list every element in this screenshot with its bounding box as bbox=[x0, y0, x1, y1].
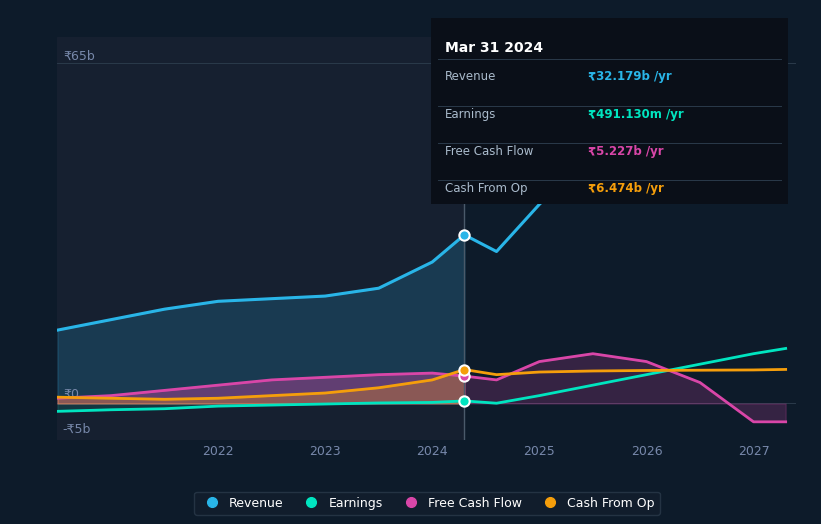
Legend: Revenue, Earnings, Free Cash Flow, Cash From Op: Revenue, Earnings, Free Cash Flow, Cash … bbox=[195, 492, 659, 515]
Text: ₹5.227b /yr: ₹5.227b /yr bbox=[588, 145, 664, 158]
Text: ₹0: ₹0 bbox=[63, 388, 79, 401]
Point bbox=[458, 365, 471, 374]
Text: ₹6.474b /yr: ₹6.474b /yr bbox=[588, 182, 664, 195]
Text: ₹32.179b /yr: ₹32.179b /yr bbox=[588, 70, 672, 83]
Text: Past: Past bbox=[433, 84, 459, 97]
Point bbox=[458, 231, 471, 239]
Text: Revenue: Revenue bbox=[445, 70, 497, 83]
Text: Free Cash Flow: Free Cash Flow bbox=[445, 145, 534, 158]
Text: ₹65b: ₹65b bbox=[63, 50, 94, 63]
Point bbox=[458, 397, 471, 405]
Text: Analysts Forecasts: Analysts Forecasts bbox=[473, 84, 589, 97]
Text: -₹5b: -₹5b bbox=[63, 423, 91, 436]
Text: Mar 31 2024: Mar 31 2024 bbox=[445, 41, 544, 54]
Text: ₹491.130m /yr: ₹491.130m /yr bbox=[588, 107, 684, 121]
Text: Cash From Op: Cash From Op bbox=[445, 182, 528, 195]
Text: Earnings: Earnings bbox=[445, 107, 497, 121]
Bar bbox=[57, 37, 465, 440]
Point bbox=[458, 372, 471, 380]
